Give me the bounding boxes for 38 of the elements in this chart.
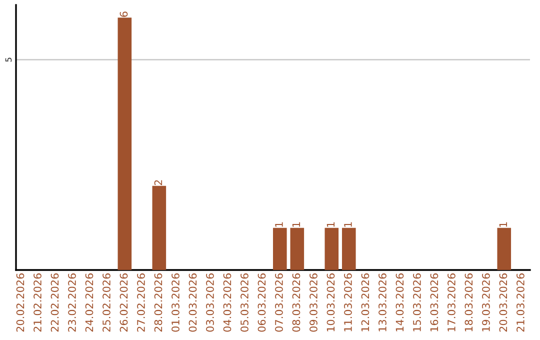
x-tick-label: 11.03.2026 (344, 273, 352, 332)
x-tick-label: 17.03.2026 (448, 273, 456, 332)
data-label: 2 (154, 180, 162, 186)
data-label: 1 (292, 222, 300, 227)
data-label: 1 (344, 222, 352, 227)
x-tick-label: 28.02.2026 (154, 273, 162, 332)
y-tick-label: 5 (5, 58, 12, 62)
x-tick-label: 10.03.2026 (326, 273, 335, 332)
x-tick-label: 22.02.2026 (50, 273, 59, 332)
x-tick-label: 24.02.2026 (85, 273, 94, 332)
x-tick-label: 09.03.2026 (310, 273, 318, 332)
x-tick-label: 02.03.2026 (188, 273, 197, 332)
x-tick-label: 12.03.2026 (361, 273, 370, 332)
x-tick-label: 18.03.2026 (464, 273, 473, 332)
x-tick-label: 04.03.2026 (223, 273, 232, 332)
x-tick-label: 15.03.2026 (413, 273, 421, 332)
data-label: 6 (120, 12, 128, 17)
x-tick-label: 26.02.2026 (120, 273, 128, 332)
x-tick-label: 20.02.2026 (16, 273, 24, 332)
data-label: 1 (326, 222, 335, 227)
x-tick-label: 20.03.2026 (499, 273, 508, 332)
data-label: 1 (499, 222, 507, 227)
x-tick-label: 21.02.2026 (34, 273, 42, 332)
x-tick-label: 08.03.2026 (292, 273, 300, 332)
x-tick-label: 27.02.2026 (137, 273, 145, 332)
x-tick-label: 19.03.2026 (482, 273, 490, 332)
x-tick-label: 25.02.2026 (102, 273, 110, 332)
x-tick-label: 07.03.2026 (275, 273, 283, 332)
x-tick-label: 05.03.2026 (240, 273, 248, 332)
x-tick-label: 21.03.2026 (516, 273, 524, 332)
x-tick-label: 13.03.2026 (378, 273, 386, 332)
x-tick-label: 06.03.2026 (258, 273, 266, 332)
data-label: 1 (275, 222, 283, 227)
x-tick-label: 01.03.2026 (172, 273, 180, 332)
x-tick-label: 03.03.2026 (206, 273, 214, 332)
x-tick-label: 14.03.2026 (396, 273, 404, 332)
x-tick-label: 16.03.2026 (430, 273, 438, 332)
x-tick-label: 23.02.2026 (68, 273, 76, 332)
